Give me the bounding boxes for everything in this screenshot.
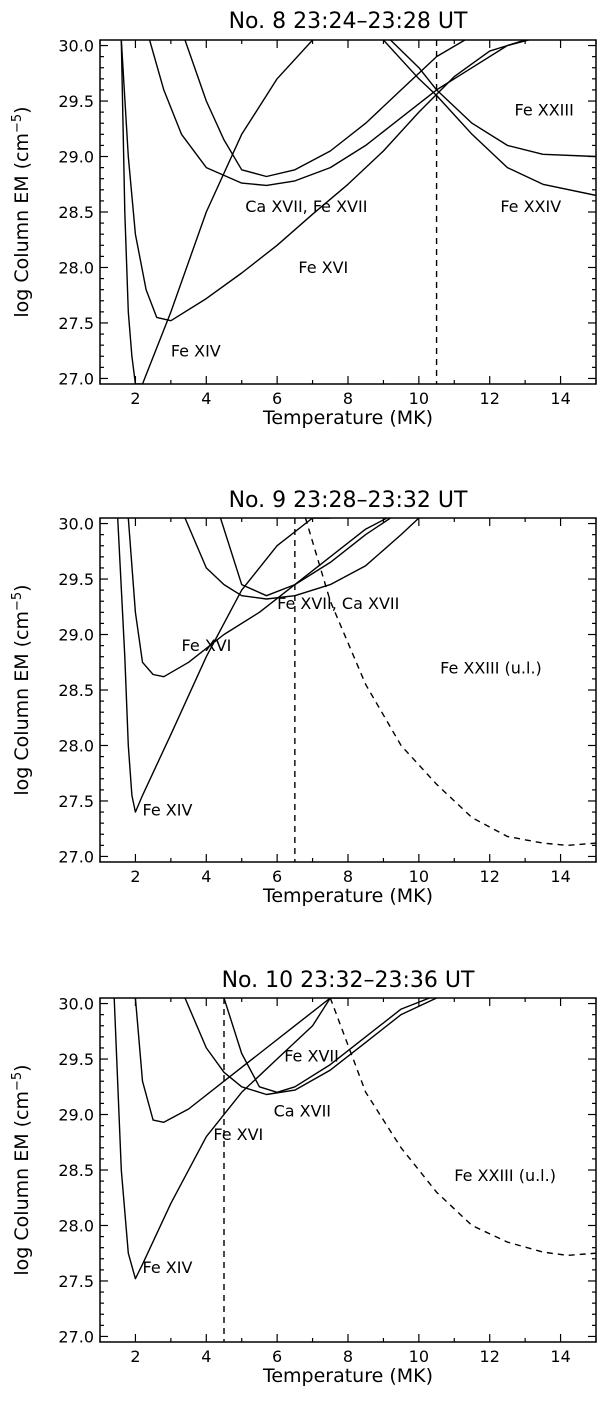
- x-tick-label: 4: [201, 389, 211, 408]
- plot-area: [113, 998, 596, 1342]
- y-axis-label-close: ): [11, 1064, 33, 1071]
- line-label: Fe XVI: [298, 258, 348, 277]
- x-axis-label: Temperature (MK): [262, 1365, 433, 1387]
- panel-2: No. 9 23:28–23:32 UT 2 4 6 8 10 12 14 27.0 27.5 28…: [10, 488, 597, 907]
- y-axis-label-exponent: −5: [10, 592, 25, 611]
- series-line-3: [184, 518, 420, 600]
- series-line-3: [184, 998, 437, 1096]
- line-label: Fe XVII, Ca XVII: [277, 594, 399, 613]
- x-tick-label: 4: [201, 1347, 211, 1366]
- y-tick-label: 29.0: [58, 148, 94, 167]
- y-tick-label: 27.5: [58, 1272, 94, 1291]
- line-label: Fe XXIII: [515, 100, 574, 119]
- x-tick-label: 10: [409, 1347, 429, 1366]
- y-axis-label: log Column EM (cm−5): [10, 1064, 33, 1275]
- y-tick-label: 29.5: [58, 1050, 94, 1069]
- x-tick-label: 4: [201, 867, 211, 886]
- series-line-4: [223, 998, 430, 1093]
- series-line-1: [120, 40, 143, 384]
- series-line-2: [134, 998, 331, 1123]
- line-label: Fe XVI: [181, 636, 231, 655]
- y-axis-label-main: log Column EM (cm: [11, 133, 33, 318]
- panel-3: No. 10 23:32–23:36 UT 2 4 6 8 10 12 14 27.0 27.5 2…: [10, 968, 597, 1387]
- y-axis-label: log Column EM (cm−5): [10, 584, 33, 795]
- y-tick-label: 27.5: [58, 314, 94, 333]
- x-tick-label: 6: [272, 867, 282, 886]
- series-line-1: [117, 518, 331, 813]
- line-label: Fe XXIII (u.l.): [440, 658, 542, 677]
- line-label: Fe XXIV: [500, 197, 561, 216]
- y-tick-label: 28.5: [58, 203, 94, 222]
- y-tick-label: 29.5: [58, 570, 94, 589]
- plot-area: [120, 40, 596, 384]
- line-label: Fe XIV: [143, 800, 193, 819]
- y-tick-label: 29.0: [58, 1106, 94, 1125]
- y-axis-label: log Column EM (cm−5): [10, 106, 33, 317]
- x-tick-label: 2: [130, 867, 140, 886]
- line-label: Ca XVII, Fe XVII: [245, 197, 367, 216]
- x-axis-label: Temperature (MK): [262, 885, 433, 907]
- x-tick-label: 14: [550, 1347, 570, 1366]
- y-tick-label: 27.0: [58, 369, 94, 388]
- y-tick-label: 30.0: [58, 515, 94, 534]
- x-tick-label: 12: [480, 867, 500, 886]
- y-tick-label: 28.5: [58, 681, 94, 700]
- line-label: Fe XVII: [284, 1046, 339, 1065]
- series-line-6: [390, 40, 596, 158]
- series-line-2: [141, 40, 314, 384]
- x-tick-label: 8: [343, 389, 353, 408]
- x-tick-label: 10: [409, 389, 429, 408]
- y-tick-label: 28.0: [58, 1216, 94, 1235]
- x-tick-label: 12: [480, 389, 500, 408]
- x-axis-label: Temperature (MK): [262, 407, 433, 429]
- x-tick-label: 2: [130, 1347, 140, 1366]
- y-axis-label-exponent: −5: [10, 1072, 25, 1091]
- y-axis-label-exponent: −5: [10, 114, 25, 133]
- y-tick-label: 30.0: [58, 37, 94, 56]
- x-tick-label: 12: [480, 1347, 500, 1366]
- panel-1: No. 8 23:24–23:28 UT 2 4 6 8 10 12 14 27.0 27.5 28…: [10, 9, 597, 429]
- series-line-5: [184, 40, 466, 178]
- x-tick-label: 8: [343, 867, 353, 886]
- y-tick-label: 28.5: [58, 1161, 94, 1180]
- y-axis-label-main: log Column EM (cm: [11, 1091, 33, 1276]
- y-tick-label: 27.0: [58, 1327, 94, 1346]
- y-tick-label: 27.5: [58, 792, 94, 811]
- y-tick-label: 29.5: [58, 92, 94, 111]
- line-label: Ca XVII: [274, 1102, 331, 1121]
- x-tick-label: 6: [272, 389, 282, 408]
- y-tick-label: 29.0: [58, 626, 94, 645]
- x-tick-label: 14: [550, 389, 570, 408]
- y-axis-label-close: ): [11, 106, 33, 113]
- chart-title: No. 9 23:28–23:32 UT: [229, 488, 468, 513]
- series-line-5: [329, 998, 596, 1257]
- series-line-2: [127, 518, 388, 678]
- series-line-4: [148, 40, 529, 187]
- x-tick-label: 10: [409, 867, 429, 886]
- plot-area: [117, 518, 596, 862]
- line-label: Fe XIV: [143, 1258, 193, 1277]
- series-line-5: [304, 518, 596, 847]
- y-tick-label: 30.0: [58, 995, 94, 1014]
- series-line-1: [113, 998, 348, 1280]
- y-tick-label: 28.0: [58, 258, 94, 277]
- line-label: Fe XVI: [213, 1125, 263, 1144]
- y-axis-label-close: ): [11, 584, 33, 591]
- chart-title: No. 8 23:24–23:28 UT: [229, 9, 468, 34]
- line-label: Fe XXIII (u.l.): [454, 1166, 556, 1185]
- chart-title: No. 10 23:32–23:36 UT: [222, 968, 475, 993]
- y-tick-label: 27.0: [58, 847, 94, 866]
- y-axis-label-main: log Column EM (cm: [11, 611, 33, 796]
- y-tick-label: 28.0: [58, 736, 94, 755]
- x-tick-label: 14: [550, 867, 570, 886]
- series-line-7: [382, 40, 596, 197]
- x-tick-label: 6: [272, 1347, 282, 1366]
- x-tick-label: 2: [130, 389, 140, 408]
- line-label: Fe XIV: [171, 341, 221, 360]
- x-tick-label: 8: [343, 1347, 353, 1366]
- series-line-3: [120, 40, 526, 322]
